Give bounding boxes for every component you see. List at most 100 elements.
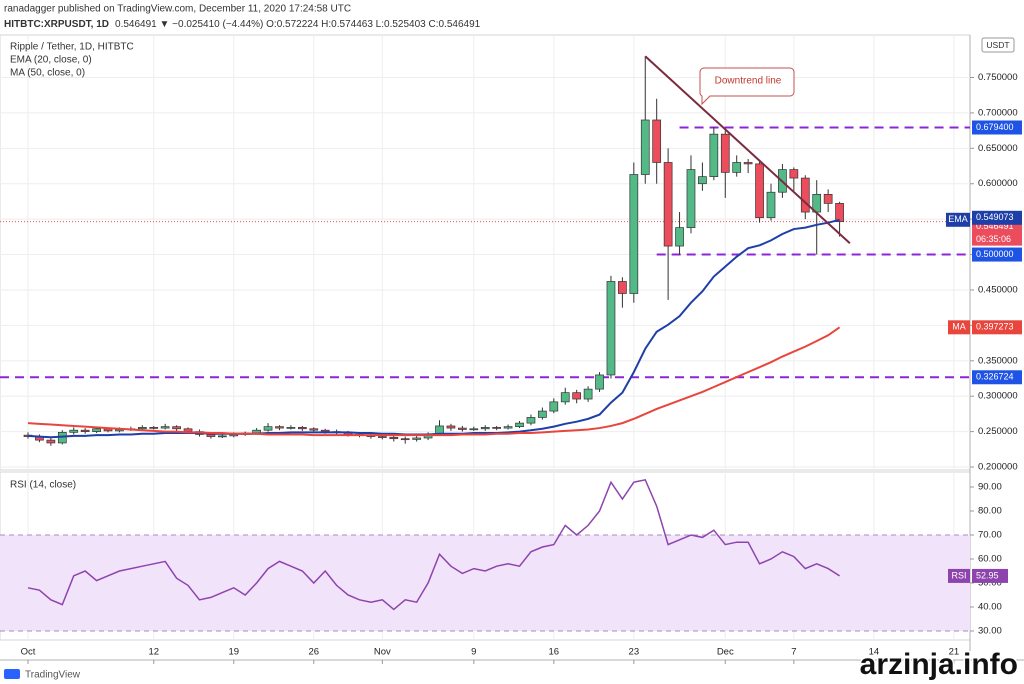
y-tick-label: 0.650000 (978, 143, 1018, 154)
candle-body (458, 427, 467, 430)
callout-box (699, 67, 795, 106)
candle-body (629, 174, 639, 294)
candle-body (663, 162, 673, 247)
candle-body (800, 177, 810, 213)
candle-body (480, 427, 490, 430)
rsi-title: RSI (14, close) (10, 480, 76, 491)
y-tick-label: 0.700000 (978, 107, 1018, 118)
candle-body (297, 427, 307, 430)
level-label: 0.500000 (976, 249, 1014, 259)
x-tick-label: 9 (471, 647, 476, 658)
candle-body (389, 436, 399, 440)
quote: 0.546491 ▼ −0.025410 (−4.44%) O:0.572224… (115, 19, 481, 30)
y-tick-label: 0.200000 (978, 462, 1018, 473)
rsi-tag (948, 568, 970, 583)
rsi-tick-label: 70.00 (978, 530, 1002, 541)
candle-body (709, 133, 719, 177)
candle-body (823, 194, 833, 204)
ma-line (27, 326, 841, 437)
candle-body (526, 417, 536, 424)
candle-body (309, 428, 319, 431)
candle-body (137, 427, 147, 430)
candle-body (92, 428, 101, 432)
brand-logo (4, 669, 20, 679)
ema-label: 0.549073 (976, 212, 1014, 222)
candle-body (732, 162, 742, 173)
candle-body (206, 434, 216, 437)
candle-body (172, 426, 181, 430)
ma-tag (948, 320, 970, 335)
legend-ema: EMA (20, close, 0) (10, 55, 92, 66)
symbol-line: HITBTC:XRPUSDT, 1D 0.546491 ▼ −0.025410 (… (4, 19, 481, 30)
x-tick-label: 23 (629, 647, 640, 658)
candle-body (286, 427, 296, 429)
legend-ma: MA (50, close, 0) (10, 68, 85, 79)
candle-body (69, 429, 79, 433)
level-label-box (972, 247, 1022, 262)
rsi-label-box (972, 568, 1008, 583)
x-tick-label: Dec (717, 647, 734, 658)
rsi-tick-label: 50.00 (978, 578, 1002, 589)
rsi-tick-label: 90.00 (978, 482, 1002, 493)
rsi-tick-label: 80.00 (978, 506, 1002, 517)
level-label: 0.679400 (976, 122, 1014, 132)
price-panel (0, 34, 971, 471)
callout-text: Downtrend line (715, 76, 782, 87)
candle-body (492, 427, 502, 429)
candle-body (149, 427, 159, 429)
x-tick-label: 21 (949, 647, 960, 658)
y-tick-label: 0.300000 (978, 391, 1018, 402)
brand: TradingView (25, 670, 81, 681)
level-label-box (972, 370, 1022, 385)
candle-body (698, 176, 707, 185)
x-tick-label: 26 (308, 647, 319, 658)
candle-body (515, 422, 524, 428)
candle-body (789, 169, 799, 179)
ma-line (27, 218, 840, 439)
x-tick-label: 7 (791, 647, 796, 658)
rsi-line (27, 478, 840, 611)
countdown: 06:35:06 (976, 234, 1011, 244)
panels (0, 34, 1024, 661)
candle-body (572, 392, 582, 400)
published-line: ranadagger published on TradingView.com,… (4, 4, 351, 15)
candle-body (640, 119, 650, 175)
candle-body (378, 436, 387, 438)
candle-body (538, 410, 547, 418)
candle-body (469, 428, 479, 431)
ema-tag (946, 212, 970, 227)
candle-body (275, 426, 284, 429)
candle-body (766, 191, 776, 219)
watermark: arzinja.info (860, 648, 1018, 681)
level-label: 0.326724 (976, 372, 1014, 382)
x-tick-label: 12 (148, 647, 159, 658)
ema-label-box (972, 210, 1022, 225)
rsi-label: 52.95 (976, 570, 999, 580)
ma-label: 0.397273 (976, 322, 1014, 332)
y-tick-label: 0.250000 (978, 426, 1018, 437)
trendline (644, 55, 851, 244)
x-tick-label: 14 (869, 647, 880, 658)
level-label-box (972, 120, 1022, 135)
rsi-tick-label: 40.00 (978, 602, 1002, 613)
candle-body (675, 227, 684, 247)
candle-body (652, 119, 662, 163)
candle-body (160, 426, 170, 429)
rsi-tick-label: 60.00 (978, 554, 1002, 565)
candle-body (263, 426, 273, 431)
y-tick-label: 0.750000 (978, 72, 1018, 83)
candle-body (618, 281, 627, 294)
candle-body (595, 374, 604, 390)
rsi-band (0, 535, 970, 631)
currency-badge (981, 37, 1015, 53)
candle-body (503, 426, 513, 429)
candle-body (743, 162, 753, 165)
y-tick-label: 0.600000 (978, 178, 1018, 189)
candle-body (412, 437, 421, 440)
candle-body (400, 438, 410, 441)
currency: USDT (986, 40, 1009, 50)
rsi-tick-label: 30.00 (978, 626, 1002, 637)
x-tick-label: 16 (549, 647, 560, 658)
candle-body (583, 388, 593, 400)
y-tick-label: 0.350000 (978, 355, 1018, 366)
